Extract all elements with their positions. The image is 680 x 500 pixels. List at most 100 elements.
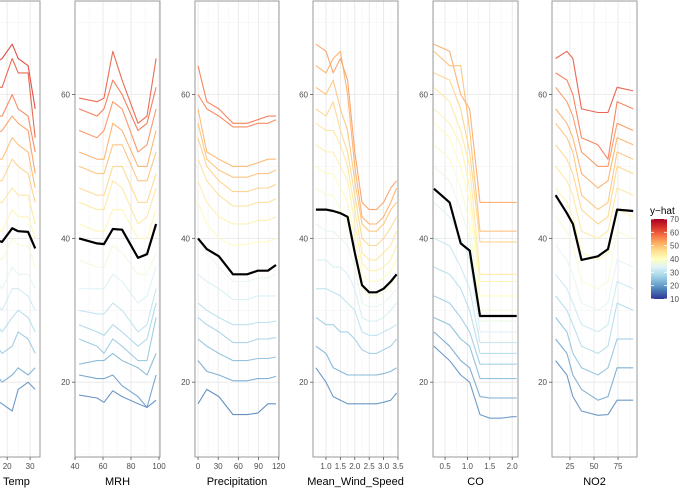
- ice-curve: [78, 180, 157, 225]
- ice-curve: [0, 115, 36, 174]
- ice-curve: [0, 331, 36, 354]
- x-tick-label: 2.0: [349, 462, 361, 471]
- ice-curve: [555, 50, 634, 114]
- y-tick-label: 40: [61, 234, 70, 243]
- legend-tick-label: 60: [670, 228, 679, 237]
- y-tick-label: 40: [538, 234, 547, 243]
- ice-curve: [315, 317, 398, 354]
- ice-curve: [78, 374, 157, 408]
- panel-temp: 2040602030Temp: [0, 0, 41, 488]
- ice-curve: [433, 295, 517, 365]
- ice-curve: [555, 72, 634, 160]
- y-tick-label: 60: [61, 91, 70, 100]
- ice-curve: [555, 317, 634, 376]
- ice-curve: [433, 201, 517, 333]
- ice-curve: [197, 360, 277, 382]
- panel-border: [312, 0, 399, 458]
- y-tick-label: 40: [181, 234, 190, 243]
- ice-curve: [197, 94, 277, 128]
- ice-curve: [0, 187, 36, 225]
- ice-curve: [197, 108, 276, 167]
- x-tick-label: 2.0: [507, 462, 519, 471]
- legend-tick-label: 40: [670, 255, 679, 264]
- y-tick-label: 40: [299, 234, 308, 243]
- ice-curve: [0, 381, 36, 412]
- x-tick-label: 1.0: [462, 462, 474, 471]
- ice-curve: [78, 244, 157, 275]
- panel-precipitation: 20 40 60 0 30 60 90 120 Precipitation: [181, 0, 286, 488]
- x-tick-label: 2.5: [364, 462, 376, 471]
- ice-curve: [197, 158, 277, 207]
- ice-curve: [78, 209, 157, 239]
- ice-curve: [197, 65, 276, 124]
- y-tick-label: 60: [419, 91, 428, 100]
- ice-curve: [197, 137, 277, 193]
- x-tick-label: 30: [214, 462, 223, 471]
- ice-curve: [78, 101, 157, 153]
- ice-curve: [433, 122, 517, 297]
- x-tick-label: 120: [272, 462, 286, 471]
- ice-curve: [315, 43, 398, 211]
- panel-border: [194, 0, 280, 458]
- ice-curve: [555, 216, 634, 290]
- ice-curve: [0, 57, 36, 138]
- x-tick-label: 60: [234, 462, 243, 471]
- ice-curve: [315, 259, 398, 322]
- panel-mean_wind_speed: 20 40 60 1.0 1.5 2.0 2.5 3.0 3.5 Mean_Wind_Speed: [299, 0, 404, 488]
- ice-curve: [197, 302, 277, 326]
- ice-curve: [197, 317, 277, 344]
- average-curve: [554, 194, 634, 261]
- panel-border: [0, 0, 41, 458]
- ice-curve: [433, 237, 517, 344]
- average-curve: [433, 187, 517, 318]
- ice-curve: [197, 180, 277, 225]
- y-tick-label: 60: [299, 91, 308, 100]
- x-axis-title: Mean_Wind_Speed: [307, 476, 404, 488]
- average-curve: [315, 208, 398, 294]
- ice-curve: [78, 144, 157, 182]
- x-tick-label: 1.5: [484, 462, 496, 471]
- x-tick-label: 40: [71, 462, 80, 471]
- ice-curve: [78, 50, 157, 124]
- panel-border: [551, 0, 638, 458]
- legend-tick-label: 50: [670, 242, 679, 251]
- panel-border: [74, 0, 161, 458]
- x-tick-label: 80: [127, 462, 136, 471]
- ice-curve: [315, 367, 398, 405]
- color-legend: y−hat 10 20 30 40 50 60 70: [650, 206, 679, 304]
- panel-border: [432, 0, 519, 458]
- x-tick-label: 50: [590, 462, 599, 471]
- ice-curve: [78, 165, 157, 203]
- ice-curve: [555, 86, 634, 167]
- x-tick-label: 100: [152, 462, 166, 471]
- ice-curve: [0, 288, 36, 311]
- y-tick-label: 60: [181, 91, 190, 100]
- ice-curve: [433, 72, 517, 243]
- ice-curve: [433, 165, 517, 322]
- ice-curve: [315, 79, 398, 232]
- ice-curve: [315, 288, 397, 336]
- ice-curve: [0, 137, 36, 189]
- x-axis-title: NO2: [583, 476, 606, 488]
- legend-tick-label: 10: [670, 295, 679, 304]
- y-tick-label: 20: [419, 378, 428, 387]
- ice-curve: [0, 93, 36, 153]
- ice-curve: [555, 144, 634, 225]
- ice-curve: [197, 123, 277, 178]
- y-tick-label: 20: [299, 378, 308, 387]
- average-curve: [78, 223, 158, 259]
- ice-curve: [78, 79, 157, 132]
- ice-curve: [433, 50, 517, 232]
- ice-curve: [555, 295, 634, 354]
- ice-curve: [78, 288, 157, 333]
- y-tick-label: 20: [61, 378, 70, 387]
- ice-curve: [78, 352, 157, 376]
- x-tick-label: 3.5: [392, 462, 404, 471]
- ice-curve: [433, 86, 517, 275]
- y-tick-label: 40: [419, 234, 428, 243]
- ice-curve: [197, 202, 277, 247]
- ice-curve: [197, 273, 276, 301]
- y-tick-label: 20: [538, 378, 547, 387]
- legend-tick-label: 20: [670, 282, 679, 291]
- ice-curve: [0, 158, 36, 203]
